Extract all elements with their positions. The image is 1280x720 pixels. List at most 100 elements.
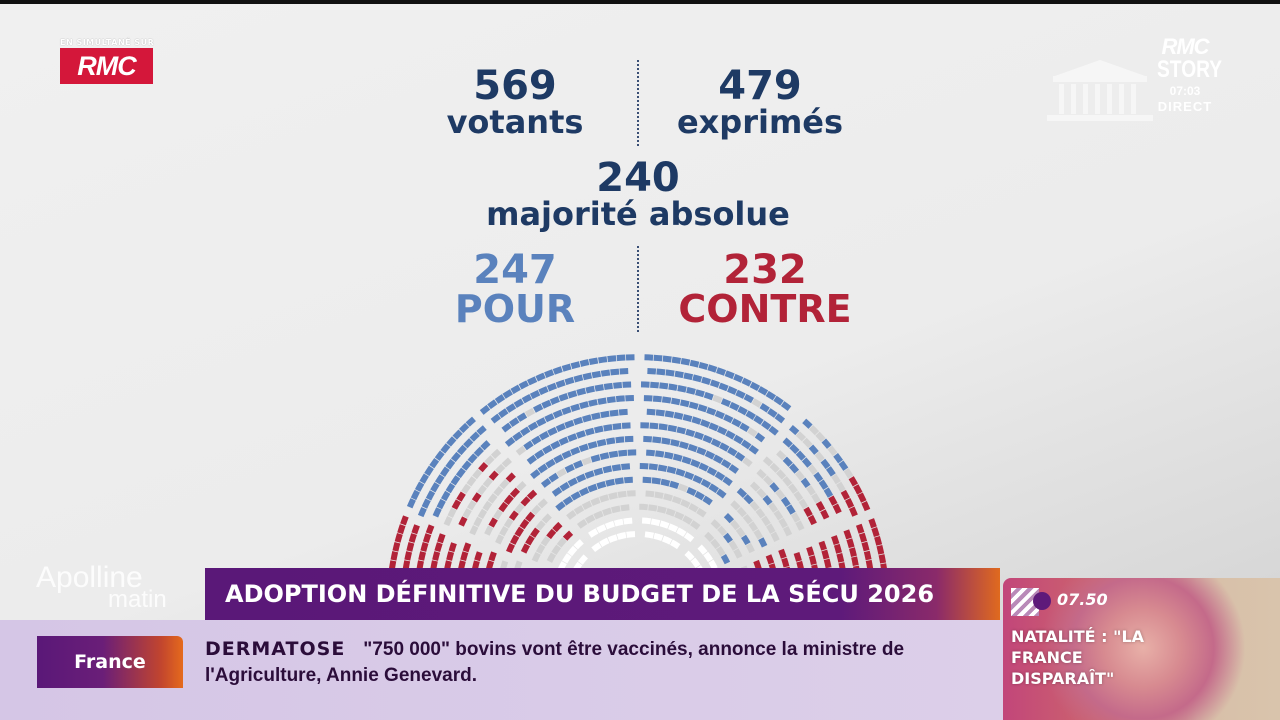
seat — [607, 534, 618, 543]
seat — [650, 518, 661, 527]
seat — [465, 416, 476, 427]
seat — [811, 564, 818, 568]
seat — [582, 414, 592, 423]
rmc-story-logo: RMC STORY 07:03 DIRECT — [1150, 36, 1222, 114]
seat — [456, 444, 468, 456]
seat — [848, 476, 859, 487]
seat — [532, 403, 544, 413]
seat — [452, 429, 463, 440]
seat — [467, 453, 478, 464]
next-program-time: 07.50 — [1057, 590, 1108, 609]
seat — [482, 477, 493, 488]
seat — [773, 395, 784, 406]
seat — [670, 439, 680, 447]
seat — [479, 404, 491, 415]
seat — [740, 439, 752, 450]
seat — [815, 501, 826, 512]
seat — [794, 470, 805, 481]
seat — [645, 490, 655, 498]
seat — [690, 520, 701, 530]
seat — [402, 560, 411, 568]
seat — [440, 443, 451, 454]
seat — [613, 518, 624, 527]
seat — [749, 381, 761, 392]
seat — [596, 438, 607, 447]
seat — [551, 486, 563, 497]
seat — [827, 445, 838, 457]
seat — [564, 419, 575, 429]
seat — [590, 454, 601, 463]
seat — [551, 544, 562, 556]
seat — [461, 460, 472, 471]
seat — [587, 483, 598, 493]
seat — [669, 539, 681, 550]
seat — [687, 443, 698, 453]
seat — [652, 395, 662, 403]
seat — [728, 540, 739, 551]
seat — [861, 541, 870, 552]
seat — [733, 548, 743, 559]
seat — [540, 477, 552, 488]
seat — [505, 403, 517, 413]
ticker-keyword: DERMATOSE — [205, 638, 346, 660]
seat — [390, 551, 399, 561]
seat — [529, 389, 541, 400]
seat — [564, 376, 575, 386]
seat — [616, 354, 626, 362]
seat — [751, 398, 762, 408]
seat — [508, 417, 520, 428]
seat — [432, 507, 442, 518]
seat — [643, 435, 653, 443]
seat — [579, 401, 589, 410]
seat — [437, 533, 446, 544]
seat — [461, 483, 471, 495]
seat — [591, 412, 601, 421]
seat — [603, 382, 613, 390]
seat — [695, 389, 705, 398]
seat — [820, 458, 831, 470]
seat — [741, 377, 752, 387]
seat — [766, 523, 776, 534]
seat — [576, 387, 587, 396]
seat — [786, 504, 796, 515]
seat — [803, 506, 813, 518]
seat — [815, 431, 826, 442]
seat — [425, 490, 436, 501]
seat — [775, 489, 786, 500]
seat — [735, 389, 746, 399]
seat — [538, 386, 549, 396]
seat — [727, 446, 738, 457]
seat — [871, 527, 880, 537]
seat — [646, 408, 656, 416]
seat — [404, 551, 413, 561]
seat — [656, 368, 666, 376]
seat — [450, 475, 461, 486]
seat — [774, 413, 786, 424]
seat — [488, 551, 497, 562]
seat — [776, 450, 787, 461]
seat — [518, 380, 529, 390]
seat — [500, 560, 509, 568]
seat — [876, 544, 885, 555]
seat — [418, 551, 427, 561]
seat — [768, 425, 779, 436]
seat — [679, 441, 689, 450]
seat — [495, 463, 506, 475]
seat — [768, 502, 779, 513]
seat — [808, 425, 820, 436]
seat — [555, 379, 566, 389]
seat — [512, 431, 523, 442]
seat — [688, 401, 699, 410]
seat — [603, 424, 613, 432]
seat — [495, 534, 505, 545]
seat — [825, 466, 836, 477]
seat — [567, 477, 578, 487]
seat — [660, 478, 671, 487]
seat — [421, 498, 431, 509]
seat — [742, 457, 753, 468]
seat — [650, 381, 660, 389]
seat — [661, 396, 672, 404]
seat — [667, 424, 678, 433]
seat — [570, 403, 581, 412]
seat — [550, 440, 561, 450]
